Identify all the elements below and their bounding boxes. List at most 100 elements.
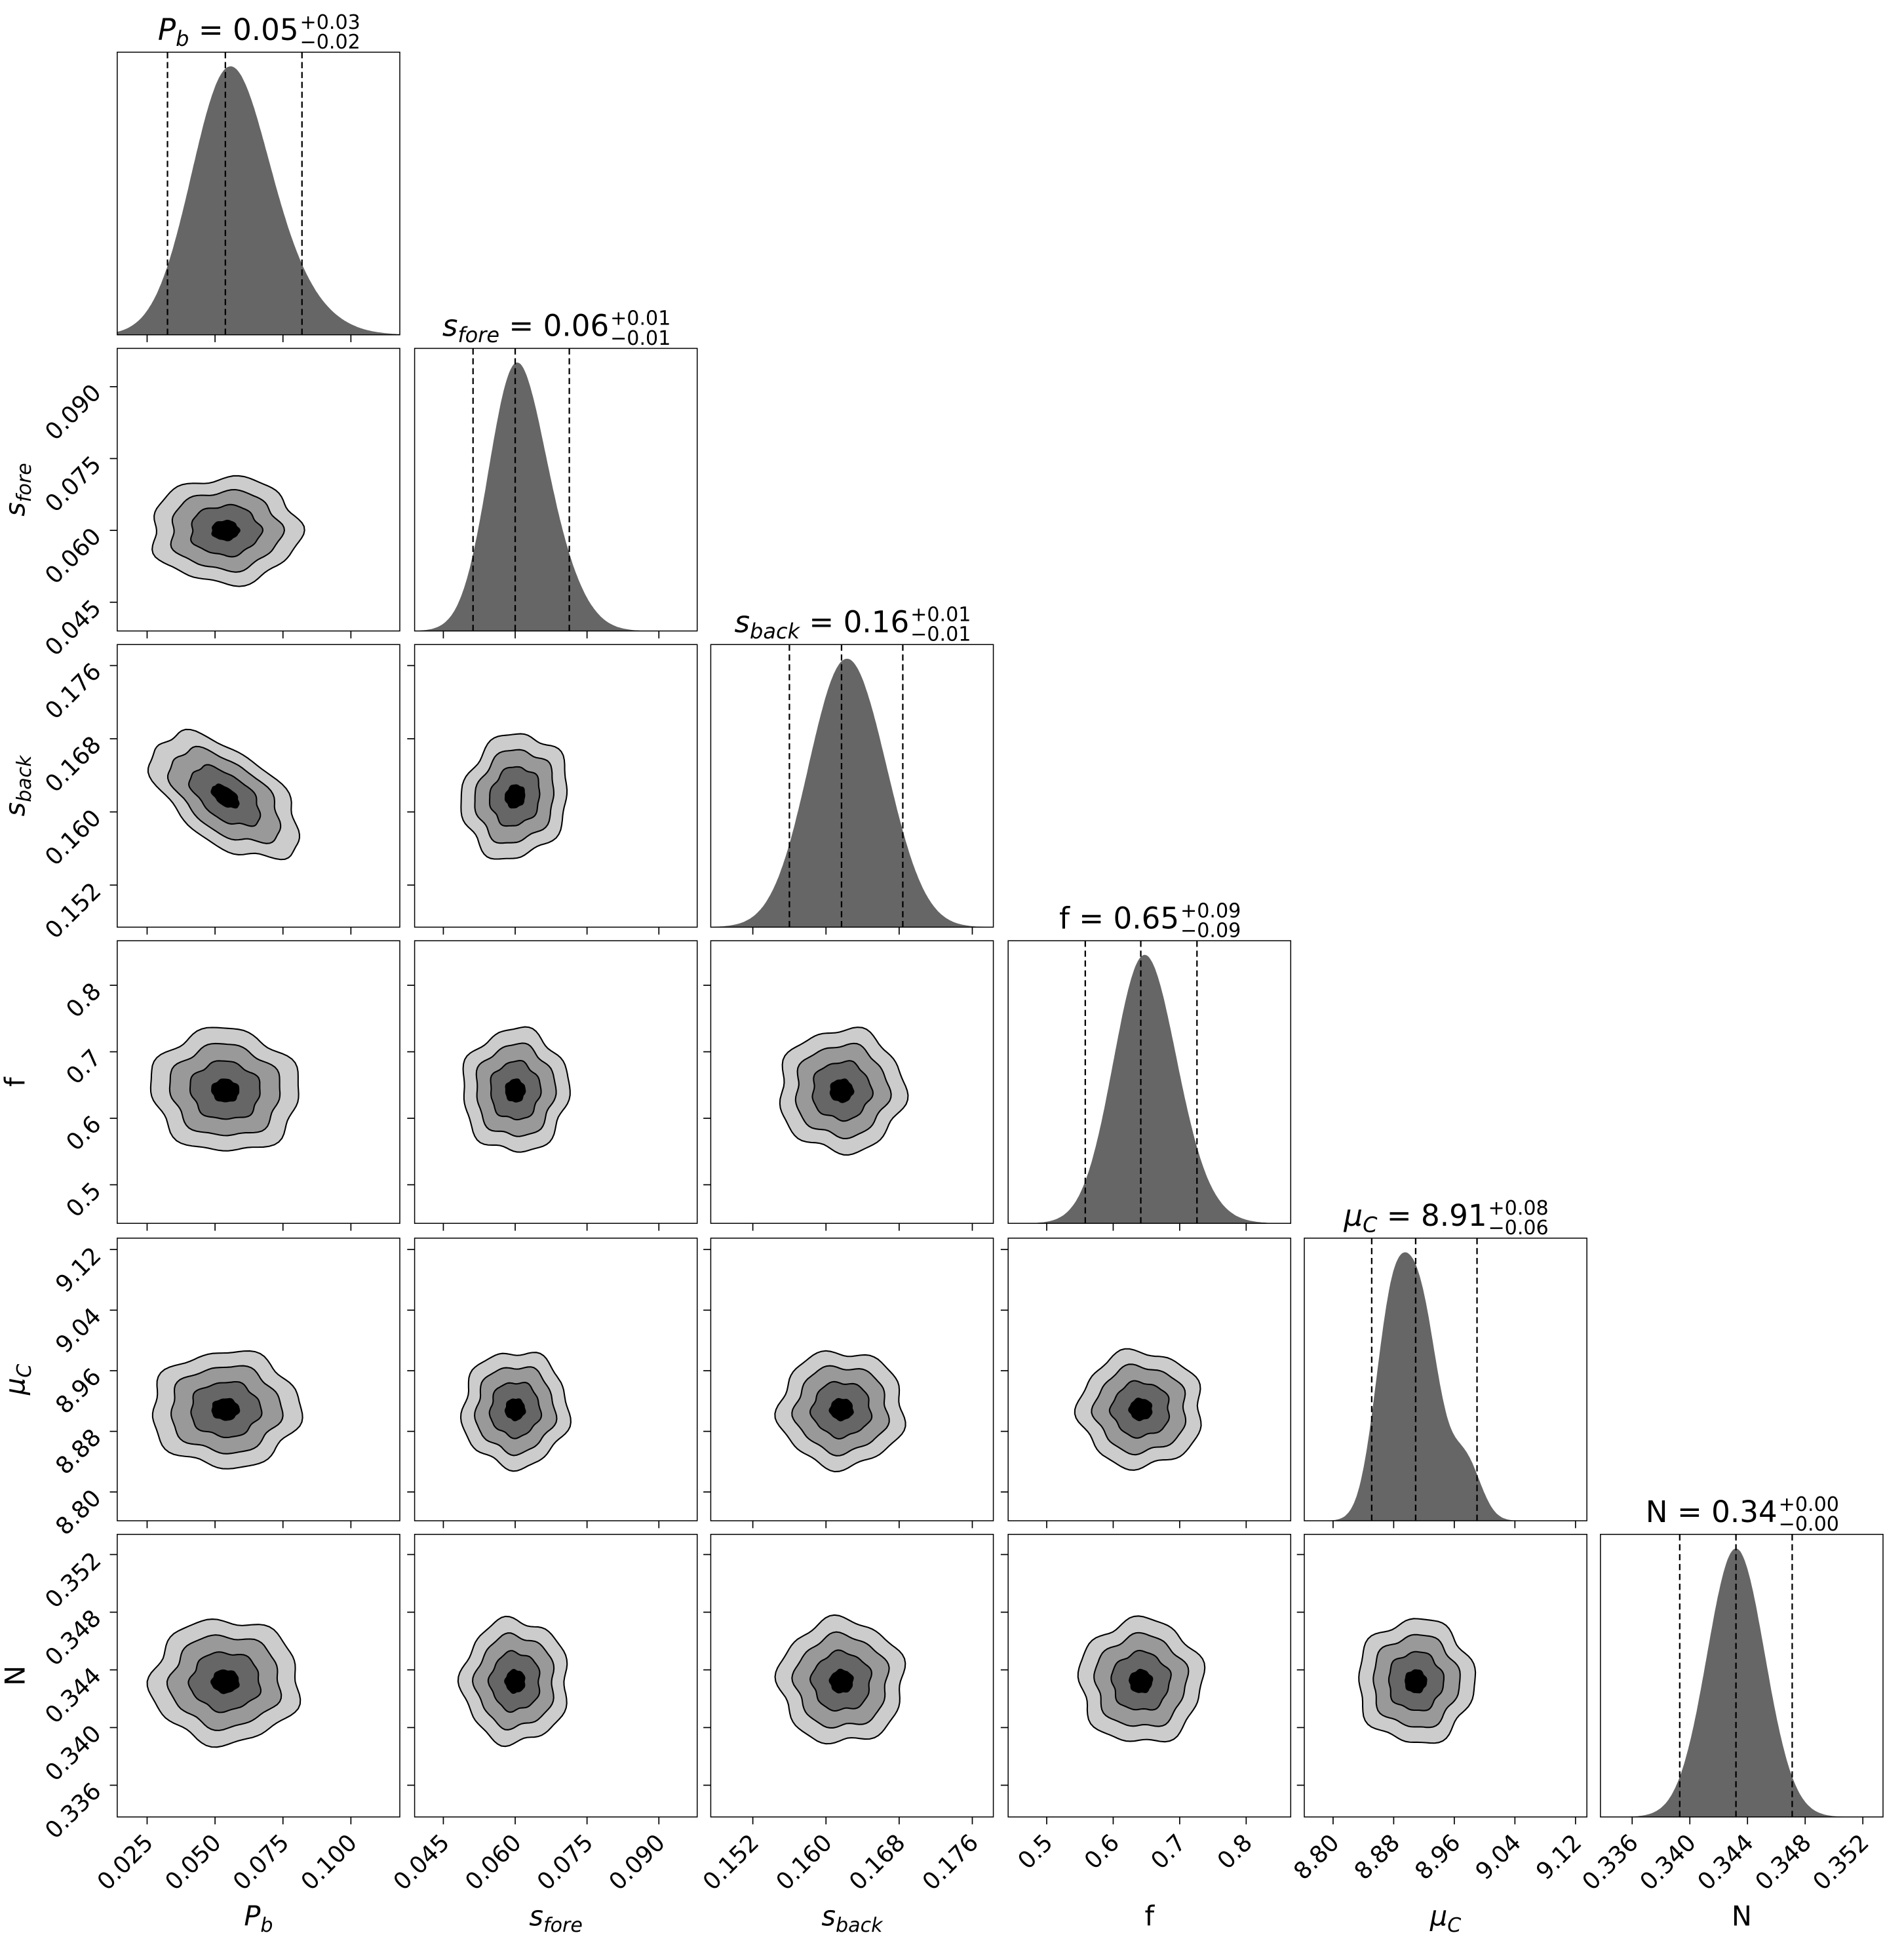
- y-tick-label: 8.80: [50, 1485, 106, 1540]
- x-tick-label: 8.88: [1350, 1829, 1405, 1885]
- panel-frame: [414, 1533, 698, 1818]
- y-tick-label: 0.336: [40, 1778, 106, 1844]
- panel-frame: [414, 644, 698, 928]
- y-tick-label: 0.348: [40, 1605, 106, 1671]
- histogram-panel-0: [117, 51, 400, 343]
- title-err-minus: −0.06: [1488, 1217, 1548, 1240]
- panel-frame: [1007, 1533, 1292, 1818]
- contour-level-3: [828, 1668, 854, 1694]
- y-tick-label: 0.5: [61, 1177, 106, 1223]
- title-equals: =: [800, 604, 844, 639]
- panel-frame: [117, 1533, 400, 1818]
- title-symbol: s: [734, 604, 750, 639]
- contour-panel-1-2: [407, 644, 698, 935]
- x-axis-label: N: [1732, 1901, 1752, 1932]
- title-main: sfore = 0.06: [442, 309, 609, 347]
- histogram-fill: [1304, 1252, 1587, 1521]
- panel-frame: [1304, 1238, 1587, 1521]
- contour-panel-0-2: [109, 644, 400, 935]
- x-tick-label: 0.352: [1808, 1829, 1874, 1896]
- panel-frame: [117, 644, 400, 928]
- title-symbol: s: [442, 309, 458, 343]
- title-symbol-sub: b: [176, 26, 189, 51]
- title-err-minus: −0.00: [1779, 1513, 1839, 1536]
- panel-frame: [710, 1238, 994, 1521]
- contour-level-3: [1405, 1669, 1428, 1694]
- title-symbol-sub: C: [1363, 1212, 1378, 1237]
- contour-panel-0-3: [109, 940, 400, 1231]
- panel-title: sfore = 0.06 +0.01−0.01: [442, 307, 671, 350]
- x-axis-label: sfore: [529, 1901, 583, 1937]
- title-main: μC = 8.91: [1343, 1198, 1486, 1237]
- y-axis-label: N: [0, 1666, 31, 1686]
- title-main: sback = 0.16: [734, 604, 909, 643]
- y-tick-label: 0.352: [40, 1547, 106, 1613]
- contour-level-3: [505, 1078, 526, 1103]
- histogram-fill: [414, 362, 697, 631]
- y-axis-label: sback: [0, 754, 36, 817]
- title-symbol: P: [158, 12, 176, 47]
- title-symbol-sub: fore: [457, 323, 499, 347]
- contour-panel-0-1: [109, 347, 400, 638]
- contour-panel-2-5: [703, 1533, 994, 1825]
- x-tick-label: 0.075: [532, 1829, 598, 1896]
- y-tick-label: 0.160: [40, 804, 106, 871]
- y-tick-label: 0.060: [40, 523, 106, 589]
- contour-level-3: [828, 1398, 854, 1422]
- panel-frame: [1007, 940, 1292, 1224]
- contour-panel-4-5: [1296, 1533, 1587, 1825]
- title-main: f = 0.65: [1059, 901, 1179, 935]
- y-tick-label: 0.7: [61, 1044, 106, 1089]
- title-main: Pb = 0.05: [158, 12, 299, 51]
- histogram-panel-3: [1007, 940, 1292, 1231]
- panel-frame: [117, 51, 400, 336]
- title-equals: =: [499, 309, 543, 343]
- panel-frame: [710, 940, 994, 1224]
- y-tick-label: 0.152: [40, 878, 106, 944]
- title-err-plus: +0.01: [910, 604, 971, 627]
- panel-frame: [710, 644, 994, 928]
- histogram-panel-2: [710, 644, 994, 935]
- x-tick-label: 0.060: [460, 1829, 526, 1896]
- title-err-plus: +0.08: [1488, 1197, 1548, 1220]
- x-tick-label: 0.090: [604, 1829, 670, 1896]
- panel-title: μC = 8.91 +0.08−0.06: [1343, 1197, 1548, 1240]
- x-tick-label: 0.6: [1079, 1829, 1125, 1875]
- x-tick-label: 8.96: [1410, 1829, 1466, 1885]
- panel-title: N = 0.34 +0.00−0.00: [1646, 1493, 1839, 1536]
- contour-panel-1-5: [407, 1533, 698, 1825]
- y-tick-label: 0.045: [40, 595, 106, 661]
- title-err-minus: −0.01: [910, 623, 971, 646]
- panel-frame: [117, 940, 400, 1224]
- title-value: 0.65: [1114, 901, 1180, 935]
- title-err-plus: +0.09: [1180, 899, 1241, 922]
- panel-frame: [1600, 1533, 1884, 1818]
- y-tick-label: 0.340: [40, 1720, 106, 1786]
- x-tick-label: 0.7: [1146, 1829, 1191, 1875]
- title-symbol: f: [1059, 901, 1070, 935]
- y-tick-label: 0.176: [40, 658, 106, 724]
- x-tick-label: 0.344: [1692, 1829, 1758, 1896]
- contour-level-3: [504, 1398, 526, 1422]
- title-equals: =: [1070, 901, 1114, 935]
- histogram-panel-5: [1600, 1533, 1884, 1825]
- x-tick-label: 0.8: [1213, 1829, 1258, 1875]
- panel-title: Pb = 0.05 +0.03−0.02: [158, 11, 360, 54]
- x-tick-label: 9.04: [1471, 1829, 1526, 1885]
- x-tick-label: 0.050: [160, 1829, 226, 1896]
- histogram-panel-1: [414, 347, 698, 638]
- contour-level-3: [211, 1398, 241, 1421]
- title-value: 8.91: [1421, 1198, 1487, 1233]
- title-equals: =: [1668, 1495, 1712, 1529]
- contour-panel-2-3: [703, 940, 994, 1231]
- title-symbol-sub: back: [750, 619, 801, 644]
- y-tick-label: 0.075: [40, 451, 106, 517]
- y-tick-label: 8.88: [50, 1424, 106, 1479]
- x-tick-label: 0.160: [771, 1829, 838, 1896]
- contour-level-3: [210, 783, 240, 809]
- x-axis-label: Pb: [244, 1901, 273, 1937]
- title-main: N = 0.34: [1646, 1495, 1778, 1529]
- x-tick-label: 0.340: [1635, 1829, 1701, 1896]
- title-symbol: N: [1646, 1495, 1668, 1529]
